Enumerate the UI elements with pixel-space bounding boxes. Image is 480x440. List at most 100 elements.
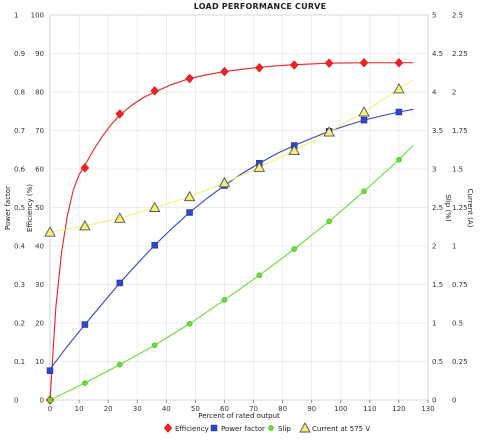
data-point-efficiency [150, 85, 160, 96]
y-tick-label-left-inner: 80 [35, 89, 44, 97]
grid [49, 14, 429, 401]
y-tick-label-left-outer: 0.9 [14, 50, 25, 58]
data-point-current-at-575-v [148, 201, 161, 212]
legend-label-current-at-575-v: Current at 575 V [312, 425, 370, 433]
data-point-current-at-575-v [288, 144, 301, 155]
series-line-slip [49, 144, 414, 401]
y-tick-label-left-outer: 0.1 [14, 358, 25, 366]
data-point-efficiency [185, 73, 194, 84]
legend-label-slip: Slip [278, 425, 291, 433]
data-point-slip [256, 272, 263, 279]
x-tick-label: 100 [334, 405, 347, 413]
data-point-slip [396, 156, 402, 163]
y-tick-label-right-outer: 2 [452, 89, 456, 97]
x-tick-label: 0 [48, 405, 52, 413]
y-tick-label-left-outer: 0 [14, 397, 18, 405]
legend-label-efficiency: Efficiency [175, 425, 209, 433]
series-markers [44, 57, 405, 405]
x-tick-label: 130 [421, 405, 434, 413]
data-point-slip [361, 188, 367, 195]
y-tick-label-right-inner: 1.5 [432, 281, 443, 289]
y-tick-label-left-inner: 30 [35, 281, 44, 289]
y-tick-label-left-inner: 10 [35, 358, 44, 366]
y-tick-label-right-inner: 0.5 [432, 358, 443, 366]
data-point-power-factor [360, 116, 368, 124]
y-tick-label-right-inner: 5 [432, 12, 436, 20]
y-tick-label-right-outer: 0.25 [452, 358, 468, 366]
y-tick-label-left-inner: 40 [35, 243, 44, 251]
series-curves [49, 62, 414, 401]
legend-marker-power-factor [210, 424, 218, 432]
y-axis-label-efficiency: Efficiency (%) [26, 184, 34, 232]
data-point-current-at-575-v [393, 82, 405, 94]
data-point-power-factor [151, 241, 158, 249]
legend-marker-current-at-575-v [299, 422, 311, 433]
data-point-power-factor [116, 279, 124, 287]
y-tick-label-right-outer: 1.5 [452, 166, 463, 174]
y-tick-label-right-inner: 3.5 [432, 127, 443, 135]
y-tick-label-left-inner: 90 [35, 50, 44, 58]
data-point-current-at-575-v [253, 161, 266, 172]
data-point-current-at-575-v [183, 190, 196, 202]
data-point-slip [326, 218, 332, 225]
y-tick-label-right-outer: 1 [452, 243, 456, 251]
y-tick-label-left-inner: 60 [35, 166, 44, 174]
x-tick-label: 10 [75, 405, 84, 413]
legend: Efficiency Power factor Slip Current at 575… [163, 422, 370, 433]
legend-marker-efficiency [163, 423, 173, 433]
y-tick-label-right-outer: 2.5 [452, 12, 463, 20]
x-tick-label: 110 [363, 405, 376, 413]
y-tick-label-right-inner: 4 [432, 89, 437, 97]
data-point-power-factor [186, 209, 193, 216]
axes: 0 10 20 30 40 50 60 70 80 90 100 110 120 13000.10.20.… [14, 12, 468, 414]
data-point-efficiency [255, 62, 264, 73]
x-axis-label: Percent of rated output [198, 412, 280, 420]
data-point-power-factor [395, 108, 403, 116]
data-point-slip [291, 246, 298, 252]
y-axis-label-power-factor: Power factor [4, 186, 12, 230]
y-tick-label-right-outer: 2.25 [452, 50, 468, 58]
y-tick-label-left-outer: 0.8 [14, 89, 25, 97]
y-tick-label-right-outer: 1.75 [452, 127, 468, 135]
x-tick-label: 70 [249, 405, 258, 413]
data-point-efficiency [359, 57, 369, 68]
y-tick-label-left-inner: 50 [35, 204, 44, 212]
y-tick-label-left-inner: 100 [31, 12, 44, 20]
y-tick-label-left-outer: 0.3 [14, 281, 25, 289]
data-point-power-factor [81, 321, 89, 328]
data-point-slip [82, 380, 88, 386]
y-tick-label-right-inner: 0 [432, 397, 436, 405]
y-tick-label-left-outer: 0.7 [14, 127, 25, 135]
data-point-current-at-575-v [358, 106, 370, 117]
data-point-current-at-575-v [44, 226, 56, 237]
data-point-slip [186, 320, 193, 327]
chart-title: LOAD PERFORMANCE CURVE [194, 2, 326, 11]
series-line-efficiency [49, 62, 414, 401]
y-tick-label-left-outer: 1 [14, 12, 18, 20]
series-line-current-at-575-v [49, 79, 414, 233]
y-axis-label-current: Current (A) [466, 189, 474, 228]
data-point-power-factor [46, 367, 54, 374]
y-tick-label-left-outer: 0.6 [14, 166, 26, 174]
data-point-efficiency [220, 66, 229, 77]
x-tick-label: 60 [220, 405, 229, 413]
y-tick-label-left-outer: 0.4 [14, 243, 26, 251]
data-point-current-at-575-v [79, 220, 91, 231]
data-point-slip [47, 397, 53, 403]
x-tick-label: 30 [133, 405, 142, 413]
data-point-efficiency [324, 58, 334, 69]
y-tick-label-left-outer: 0.5 [14, 204, 25, 212]
data-point-efficiency [80, 162, 90, 173]
y-tick-label-right-outer: 0.75 [452, 281, 468, 289]
y-axis-label-slip: Slip (%) [444, 194, 452, 221]
data-point-slip [221, 297, 228, 303]
data-point-efficiency [289, 60, 299, 70]
y-tick-label-right-outer: 1.25 [452, 204, 468, 212]
y-tick-label-right-inner: 1 [432, 320, 436, 328]
x-tick-label: 120 [392, 405, 405, 413]
x-tick-label: 80 [278, 405, 287, 413]
y-tick-label-right-outer: 0 [452, 397, 456, 405]
data-point-current-at-575-v [114, 212, 126, 223]
data-point-slip [151, 342, 158, 349]
x-tick-label: 50 [191, 405, 200, 413]
